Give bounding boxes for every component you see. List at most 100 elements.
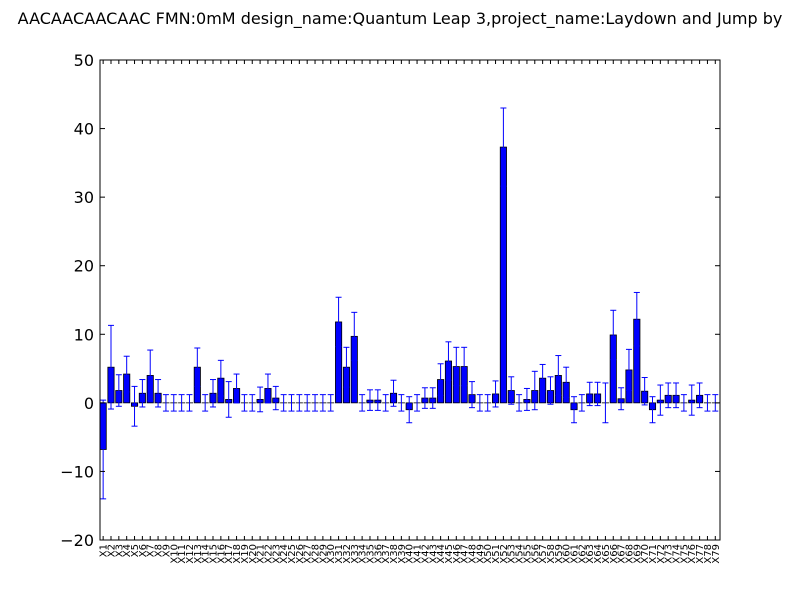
errorbar-X17 <box>225 381 232 418</box>
xtick-label: X21 <box>256 544 267 564</box>
errorbar-X46 <box>453 346 460 387</box>
xtick-label: X61 <box>570 544 581 564</box>
ytick-label: 40 <box>74 120 94 139</box>
xtick-label: X14 <box>201 544 212 564</box>
errorbar-X44 <box>437 363 444 396</box>
errorbar-X23 <box>272 385 279 411</box>
errorbar-X71 <box>649 396 656 424</box>
ytick-label: −10 <box>60 462 94 481</box>
xtick-label: X47 <box>460 544 471 564</box>
errorbar-X67 <box>618 387 625 411</box>
xtick-label: X70 <box>640 544 651 564</box>
xtick-label: X51 <box>491 544 502 564</box>
errorbar-X28 <box>312 394 319 412</box>
xtick-label: X1 <box>99 544 110 557</box>
errorbar-X4 <box>123 355 130 393</box>
chart-title: AACAACAACAAC FMN:0mM design_name:Quantum… <box>18 9 783 29</box>
errorbar-X40 <box>406 396 413 424</box>
xtick-label: X31 <box>334 544 345 564</box>
xtick-label: X11 <box>177 544 188 564</box>
xtick-label: X32 <box>342 544 353 564</box>
xtick-label: X30 <box>326 544 337 564</box>
xtick-label: X38 <box>389 544 400 564</box>
errorbar-X50 <box>484 394 491 412</box>
errorbar-X43 <box>429 387 436 409</box>
errorbar-X78 <box>704 394 711 412</box>
xtick-label: X60 <box>562 544 573 564</box>
errorbar-X77 <box>696 382 703 409</box>
xtick-label: X54 <box>515 544 526 564</box>
xtick-label: X69 <box>632 544 643 564</box>
errorbar-X38 <box>390 379 397 407</box>
xtick-label: X3 <box>114 544 125 557</box>
errorbar-X13 <box>194 347 201 387</box>
ytick-label: 0 <box>84 394 94 413</box>
xtick-label: X58 <box>546 544 557 564</box>
errorbar-X58 <box>547 376 554 405</box>
xtick-label: X37 <box>381 544 392 564</box>
errorbar-X41 <box>414 394 421 412</box>
errorbar-X60 <box>563 366 570 398</box>
errorbar-X19 <box>241 394 248 412</box>
xtick-label: X19 <box>240 544 251 564</box>
xtick-label: X34 <box>358 544 369 564</box>
ytick-label: 10 <box>74 325 94 344</box>
xtick-label: X55 <box>522 544 533 564</box>
errorbar-X26 <box>296 394 303 412</box>
xtick-label: X10 <box>169 544 180 564</box>
xtick-label: X24 <box>279 544 290 564</box>
xtick-label: X50 <box>483 544 494 564</box>
errorbar-X2 <box>107 324 114 410</box>
xtick-label: X53 <box>507 544 518 564</box>
xtick-label: X65 <box>601 544 612 564</box>
xtick-label: X42 <box>420 544 431 564</box>
errorbar-X65 <box>602 382 609 424</box>
xtick-label: X12 <box>185 544 196 564</box>
errorbar-X30 <box>327 394 334 412</box>
errorbar-X63 <box>586 381 593 407</box>
errorbar-X55 <box>523 387 530 411</box>
errorbar-X16 <box>217 359 224 397</box>
errorbar-X20 <box>249 394 256 412</box>
errorbar-X29 <box>319 394 326 412</box>
xtick-label: X71 <box>648 544 659 564</box>
errorbar-X18 <box>233 373 240 404</box>
ytick-label: 50 <box>74 51 94 70</box>
xtick-label: X62 <box>577 544 588 564</box>
xtick-label: X15 <box>209 544 220 564</box>
errorbar-X64 <box>594 381 601 407</box>
xtick-label: X26 <box>295 544 306 564</box>
errorbar-X6 <box>139 379 146 408</box>
errorbar-X3 <box>115 374 122 407</box>
errorbar-X11 <box>178 394 185 412</box>
xtick-label: X48 <box>468 544 479 564</box>
ytick-label: 30 <box>74 188 94 207</box>
errorbar-X52 <box>500 107 507 187</box>
xtick-label: X39 <box>397 544 408 564</box>
xtick-label: X9 <box>161 544 172 557</box>
errorbar-X1 <box>100 399 107 500</box>
errorbar-X76 <box>688 384 695 416</box>
errorbar-X15 <box>210 379 217 408</box>
errorbar-X22 <box>264 373 271 404</box>
xtick-label: X22 <box>263 544 274 564</box>
xtick-label: X17 <box>224 544 235 564</box>
errorbars-layer <box>100 107 719 500</box>
xtick-label: X20 <box>248 544 259 564</box>
errorbar-X66 <box>610 309 617 361</box>
xtick-label: X35 <box>365 544 376 564</box>
xtick-label: X13 <box>193 544 204 564</box>
xtick-label: X41 <box>413 544 424 564</box>
errorbar-X27 <box>304 394 311 412</box>
xtick-label: X67 <box>617 544 628 564</box>
xtick-label: X73 <box>664 544 675 564</box>
xtick-label: X40 <box>405 544 416 564</box>
xtick-label: X23 <box>271 544 282 564</box>
ytick-label: 20 <box>74 257 94 276</box>
errorbar-X5 <box>131 385 138 427</box>
errorbar-X74 <box>673 382 680 409</box>
xtick-label: X18 <box>232 544 243 564</box>
errorbar-X9 <box>162 394 169 412</box>
errorbar-X56 <box>531 370 538 411</box>
errorbar-X36 <box>374 389 381 411</box>
